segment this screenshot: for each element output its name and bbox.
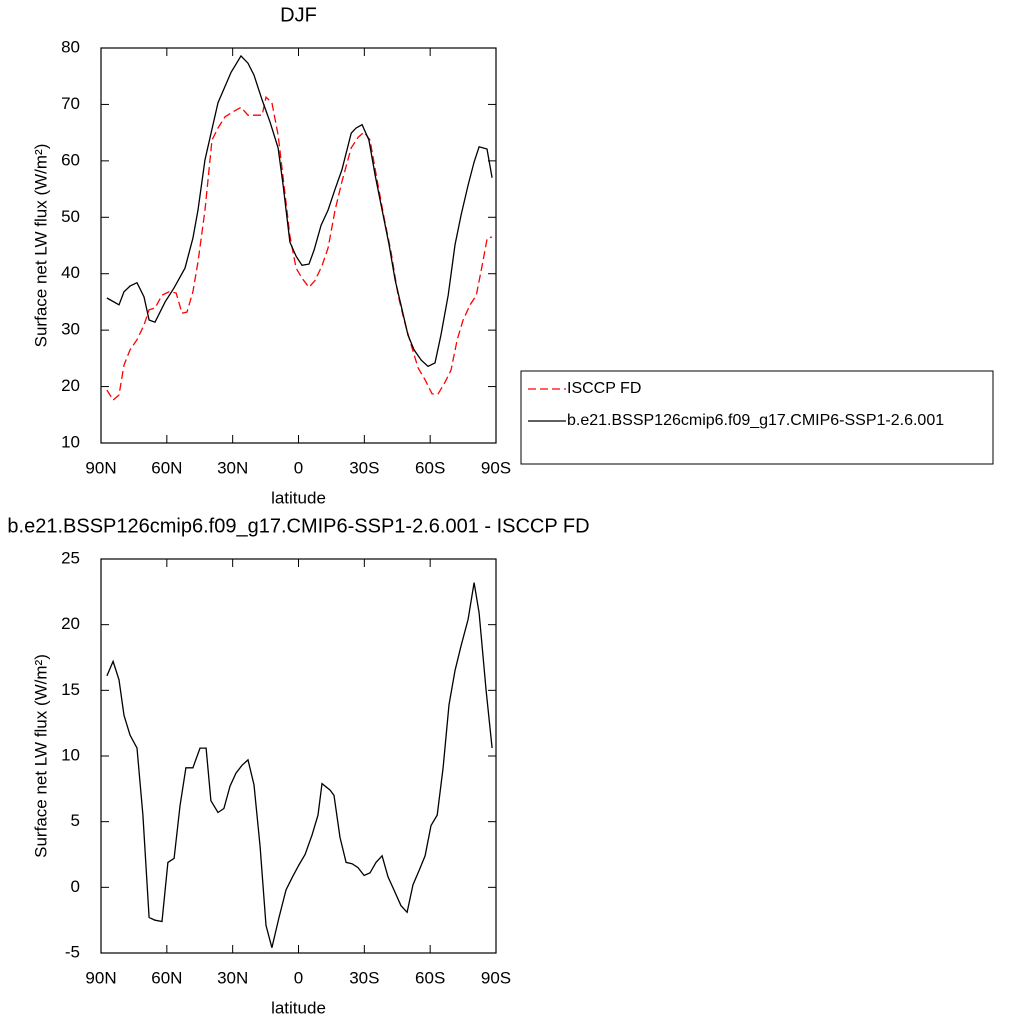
x-tick-label: 60S: [415, 968, 445, 987]
y-tick-label: 50: [61, 207, 80, 226]
data-line: [106, 582, 493, 948]
x-tick-label: 60S: [415, 458, 445, 477]
y-tick-label: 70: [61, 94, 80, 113]
y-tick-label: 5: [71, 811, 80, 830]
y-tick-label: 15: [61, 680, 80, 699]
x-tick-label: 30N: [217, 458, 248, 477]
y-axis-label: Surface net LW flux (W/m²): [31, 144, 50, 348]
y-tick-label: 30: [61, 320, 80, 339]
y-tick-label: 20: [61, 614, 80, 633]
x-tick-label: 60N: [151, 458, 182, 477]
legend-label: b.e21.BSSP126cmip6.f09_g17.CMIP6-SSP1-2.…: [567, 412, 944, 429]
y-axis-label: Surface net LW flux (W/m²): [31, 654, 50, 858]
x-tick-label: 90S: [481, 458, 511, 477]
plot-frame: [100, 558, 497, 954]
plot-frame: [100, 47, 497, 444]
chart-title: b.e21.BSSP126cmip6.f09_g17.CMIP6-SSP1-2.…: [7, 515, 589, 537]
x-tick-label: 60N: [151, 968, 182, 987]
y-tick-label: 25: [61, 548, 80, 567]
x-axis-label: latitude: [271, 998, 326, 1017]
x-tick-label: 90S: [481, 968, 511, 987]
y-tick-label: 0: [71, 877, 80, 896]
y-tick-label: 20: [61, 376, 80, 395]
x-tick-label: 0: [294, 458, 303, 477]
data-line: [106, 95, 493, 402]
y-tick-label: 60: [61, 150, 80, 169]
x-tick-label: 30S: [349, 968, 379, 987]
y-tick-label: 80: [61, 37, 80, 56]
data-line: [106, 54, 493, 368]
y-tick-label: -5: [65, 942, 80, 961]
x-tick-label: 30N: [217, 968, 248, 987]
x-tick-label: 90N: [85, 458, 116, 477]
chart-title: DJF: [280, 4, 317, 26]
legend-box: [520, 370, 994, 465]
x-tick-label: 30S: [349, 458, 379, 477]
y-tick-label: 10: [61, 745, 80, 764]
x-tick-label: 0: [294, 968, 303, 987]
y-tick-label: 40: [61, 263, 80, 282]
x-tick-label: 90N: [85, 968, 116, 987]
legend-label: ISCCP FD: [567, 380, 641, 397]
y-tick-label: 10: [61, 432, 80, 451]
x-axis-label: latitude: [271, 488, 326, 507]
